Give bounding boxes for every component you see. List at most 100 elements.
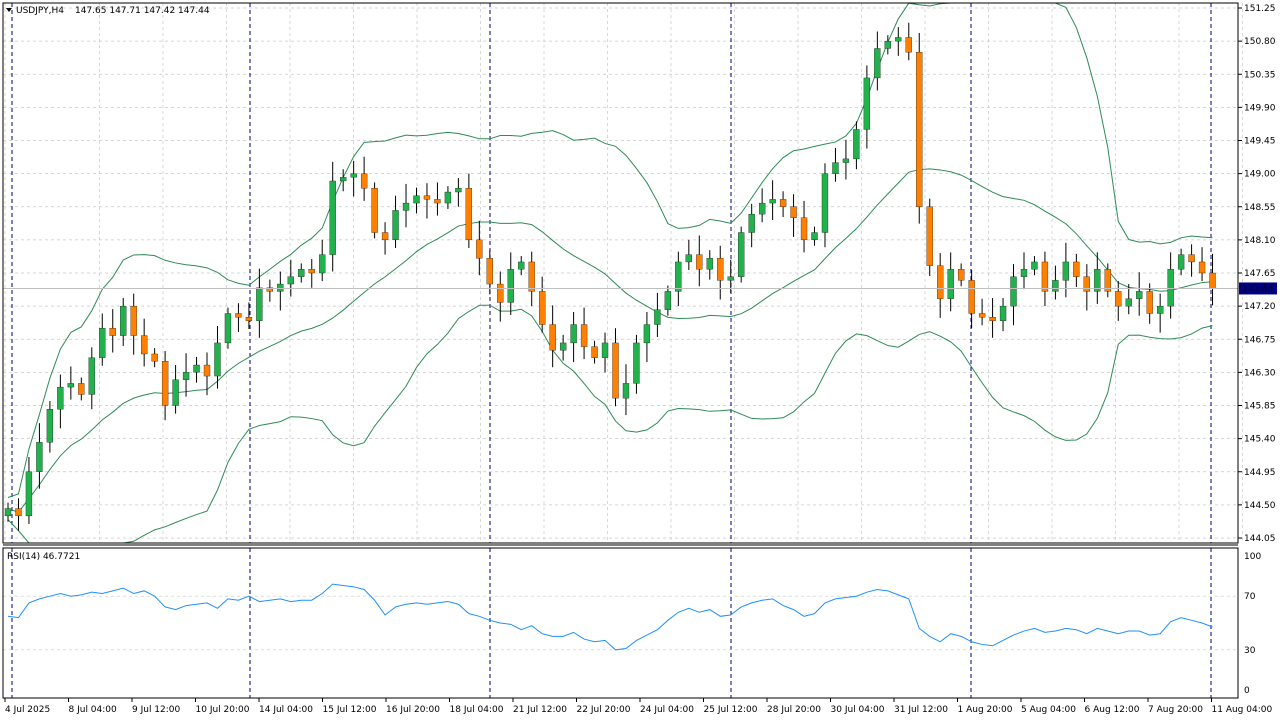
candle[interactable] [277,283,284,292]
candle[interactable] [78,383,85,395]
candle[interactable] [727,276,734,281]
candle[interactable] [402,202,410,211]
candle[interactable] [151,353,158,362]
candle[interactable] [141,335,148,355]
candle[interactable] [612,342,619,399]
candle[interactable] [895,37,902,42]
candle[interactable] [1115,291,1122,307]
candle[interactable] [1177,254,1185,270]
candle[interactable] [381,232,389,241]
candle[interactable] [570,324,577,344]
candle[interactable] [235,313,242,318]
candle[interactable] [664,291,672,310]
candle[interactable] [1104,269,1111,292]
candle[interactable] [214,342,221,377]
candle[interactable] [1094,269,1101,292]
candle[interactable] [790,206,797,218]
candle[interactable] [340,177,347,182]
candle[interactable] [507,269,514,303]
candle[interactable] [748,213,755,233]
candle[interactable] [182,372,190,380]
candle[interactable] [434,199,441,204]
candle[interactable] [67,383,74,388]
candle[interactable] [643,324,651,344]
candle[interactable] [518,261,525,270]
candle[interactable] [308,269,315,274]
candle[interactable] [1157,305,1164,314]
candle[interactable] [916,52,923,207]
candle[interactable] [842,158,850,163]
candle[interactable] [476,239,483,259]
candle[interactable] [1209,272,1216,289]
candle[interactable] [350,173,357,178]
candle[interactable] [319,254,326,274]
candle[interactable] [696,254,703,270]
candle[interactable] [549,324,556,351]
candle[interactable] [528,261,535,292]
candle[interactable] [298,269,305,277]
candle[interactable] [329,180,336,255]
candle[interactable] [779,199,787,207]
candle[interactable] [622,383,630,399]
candle[interactable] [1146,291,1153,314]
candle[interactable] [130,305,137,336]
candle[interactable] [245,317,253,321]
candle[interactable] [46,409,54,443]
chevron-down-icon[interactable] [6,8,12,12]
candle[interactable] [57,386,64,410]
price-axis[interactable]: 151.25 150.80 150.35 149.90 149.45 149.00 148.… [1238,4,1276,544]
candle[interactable] [989,317,996,321]
candle[interactable] [497,283,504,303]
candle[interactable] [685,254,692,263]
candle[interactable] [601,342,609,358]
candle[interactable] [1062,261,1070,281]
candle[interactable] [413,195,420,204]
candle[interactable] [769,199,776,204]
candle[interactable] [821,173,829,233]
candle[interactable] [654,309,661,325]
candle[interactable] [811,232,818,241]
candle[interactable] [172,379,179,406]
candle[interactable] [193,364,200,373]
candle[interactable] [559,342,567,351]
candle[interactable] [800,217,808,241]
candle[interactable] [905,37,912,53]
candle[interactable] [120,305,127,336]
candle[interactable] [832,162,839,174]
candle[interactable] [738,232,745,277]
candle[interactable] [423,195,431,200]
candle[interactable] [706,258,713,270]
candle[interactable] [874,48,881,79]
candle[interactable] [957,269,965,281]
candle[interactable] [999,305,1007,321]
candle[interactable] [863,77,871,130]
candle[interactable] [978,313,986,318]
candle[interactable] [937,265,944,299]
candle[interactable] [884,40,891,49]
candle[interactable] [539,291,546,325]
candle[interactable] [99,328,106,358]
candle[interactable] [1031,261,1038,270]
candle[interactable] [1136,291,1143,299]
candle[interactable] [1010,276,1017,307]
candle[interactable] [465,188,473,241]
candle[interactable] [392,210,399,241]
candle[interactable] [4,508,12,517]
candle[interactable] [444,191,452,204]
candle[interactable] [758,202,766,215]
candlesticks[interactable] [4,22,1216,531]
candle[interactable] [947,269,954,299]
candle[interactable] [968,280,975,314]
candle[interactable] [88,357,95,395]
candle[interactable] [25,471,33,517]
candle[interactable] [591,346,598,358]
candle[interactable] [1125,298,1132,307]
candle[interactable] [633,342,640,384]
candle[interactable] [1020,269,1028,277]
candle[interactable] [853,129,860,160]
candle[interactable] [717,258,724,281]
candle[interactable] [1188,254,1195,263]
candle[interactable] [15,508,22,517]
